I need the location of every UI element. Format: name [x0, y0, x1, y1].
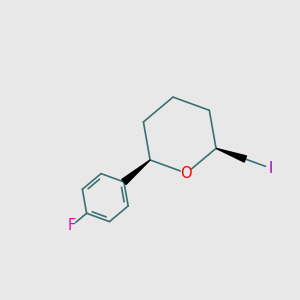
Polygon shape	[122, 160, 150, 184]
Text: I: I	[268, 161, 273, 176]
Text: F: F	[68, 218, 76, 233]
Polygon shape	[216, 148, 247, 162]
Text: O: O	[181, 166, 192, 181]
